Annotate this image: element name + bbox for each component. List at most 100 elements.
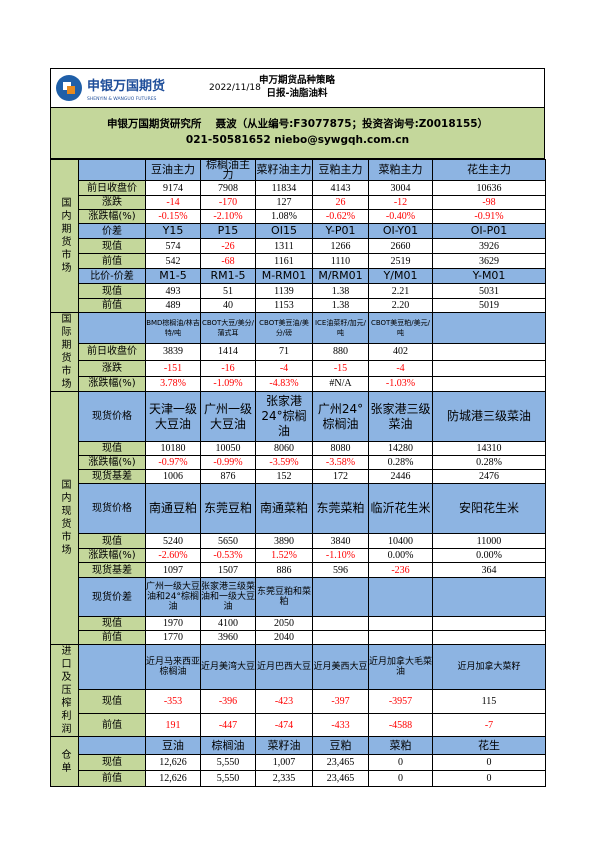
cell: 1311 [255,238,313,254]
cell: 596 [312,562,369,578]
cell [312,630,369,645]
table-row: 现货价差 广州一级大豆油和24°棕榈油 张家港三级菜油和一级大豆油 东莞豆粕和菜粕 [51,577,546,617]
cell: 172 [312,469,369,484]
row-label: 现值 [78,616,146,631]
cell: -0.40% [368,209,433,224]
table-row: 现值 493 51 1139 1.38 2.21 5031 [51,283,546,299]
cell: 4143 [312,180,369,196]
column-header: 近月马来西亚棕榈油 [145,643,201,691]
cell: -98 [432,195,546,210]
cell [432,375,546,393]
cell: -4 [255,359,313,377]
cell: 402 [368,343,433,361]
column-header: 南通菜粕 [255,483,313,534]
column-header: 张家港三级菜油和一级大豆油 [200,577,256,617]
column-header: 近月美西大豆 [312,643,369,691]
report-title: 申万期货品种策略日报-油脂油料 [258,75,335,99]
column-header: RM1-5 [200,268,256,284]
column-header [368,577,433,617]
row-label: 前日收盘价 [78,180,146,196]
row-label: 现值 [78,441,146,456]
column-header: M-RM01 [255,268,313,284]
cell [312,616,369,631]
cell: -0.91% [432,209,546,224]
cell: 493 [145,283,201,299]
row-label: 现值 [78,754,146,771]
cell: #N/A [312,375,369,393]
cell: 3839 [145,343,201,361]
column-header: 豆油 [145,736,201,755]
column-header: M/RM01 [312,268,369,284]
cell: 23,465 [312,754,369,771]
row-label: 现值 [78,689,146,715]
cell: 2476 [432,469,546,484]
table-row: 比价-价差 M1-5 RM1-5 M-RM01 M/RM01 Y/M01 Y-M01 [51,268,546,284]
row-label: 现货价格 [78,391,146,442]
cell: 2050 [255,616,313,631]
cell: -2.60% [145,548,201,563]
table-row: 涨跌幅(%) -2.60% -0.53% 1.52% -1.10% 0.00% 0.00% [51,548,546,563]
column-header: ICE油菜籽/加元/吨 [312,311,369,345]
row-label: 涨跌 [78,359,146,377]
row-label [78,736,146,755]
table-row: 现货基差 1097 1507 886 596 -236 364 [51,562,546,578]
cell: 1414 [200,343,256,361]
cell: -0.97% [145,455,201,470]
section-label: 国际期货市场 [50,312,79,392]
data-table: 国内期货市场 豆油主力 棕榈油主力 菜籽油主力 豆粕主力 菜粕主力 花生主力 前日收盘价 917… [50,159,546,787]
cell: 12,626 [145,754,201,771]
cell: 9174 [145,180,201,196]
cell: 0.00% [432,548,546,563]
author-line: 申银万国期货研究所 聂波（从业编号:F3077875；投资咨询号:Z001815… [106,118,489,130]
table-row: 现值 -353 -396 -423 -397 -3957 115 [51,689,546,715]
row-label [78,643,146,691]
cell [432,343,546,361]
cell: 10636 [432,180,546,196]
column-header: 防城港三级菜油 [432,391,546,442]
cell: 0.00% [368,548,433,563]
cell: 71 [255,343,313,361]
cell: 1161 [255,253,313,269]
row-label: 前值 [78,630,146,645]
cell: -3.59% [255,455,313,470]
cell: 0 [432,770,546,787]
table-row: 价差 Y15 P15 OI15 Y-P01 OI-Y01 OI-P01 [51,223,546,239]
cell: 1.52% [255,548,313,563]
column-header [312,577,369,617]
cell: -4588 [368,713,433,737]
table-row: 现货价格 南通豆粕 东莞豆粕 南通菜粕 东莞菜粕 临沂花生米 安阳花生米 [51,483,546,534]
cell: 11834 [255,180,313,196]
column-header: 豆粕 [312,736,369,755]
cell: 12,626 [145,770,201,787]
cell: 5650 [200,533,256,549]
cell: -0.62% [312,209,369,224]
report-header: 申银万国期货 SHENYIN & WANGUO FUTURES 2022/11/… [50,68,545,108]
cell: 40 [200,298,256,313]
cell: 23,465 [312,770,369,787]
row-label: 涨跌幅(%) [78,548,146,563]
cell: 2519 [368,253,433,269]
cell: 3004 [368,180,433,196]
cell: 2660 [368,238,433,254]
cell: 489 [145,298,201,313]
column-header: 临沂花生米 [368,483,433,534]
row-label: 现货价差 [78,577,146,617]
cell: 542 [145,253,201,269]
table-row: 前值 542 -68 1161 1110 2519 3629 [51,253,546,269]
column-header: CBOT大豆/美分/蒲式耳 [200,311,256,345]
cell: 4100 [200,616,256,631]
column-header: 天津一级大豆油 [145,391,201,442]
table-row: 涨跌幅(%) -0.97% -0.99% -3.59% -3.58% 0.28% 0.28% [51,455,546,470]
cell: -1.09% [200,375,256,393]
row-label: 现货基差 [78,562,146,578]
column-header: 菜粕 [368,736,433,755]
cell: 0 [432,754,546,771]
table-row: 国内期货市场 豆油主力 棕榈油主力 菜籽油主力 豆粕主力 菜粕主力 花生主力 [50,159,546,313]
column-header: 近月加拿大毛菜油 [368,643,433,691]
cell: 10400 [368,533,433,549]
column-header: Y-P01 [312,223,369,239]
cell: 3890 [255,533,313,549]
column-header: 菜籽油 [255,736,313,755]
row-label: 前值 [78,253,146,269]
